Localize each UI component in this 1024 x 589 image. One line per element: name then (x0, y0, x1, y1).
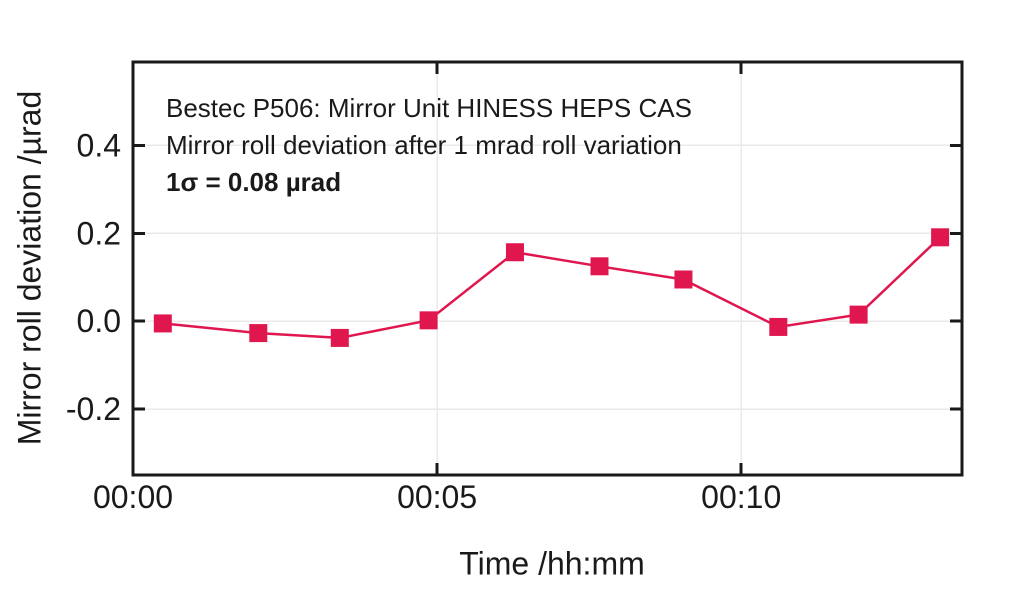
data-point-marker (769, 317, 788, 336)
x-tick-label: 00:05 (397, 479, 477, 515)
data-point-marker (849, 305, 868, 324)
data-point-marker (419, 311, 438, 330)
annotation-sigma-line: 1σ = 0.08 µrad (166, 167, 342, 197)
data-point-marker (674, 270, 693, 289)
data-point-marker (249, 324, 268, 343)
data-point-marker (505, 243, 524, 262)
y-tick-label: -0.2 (66, 391, 121, 427)
annotation-line-1: Bestec P506: Mirror Unit HINESS HEPS CAS (166, 93, 692, 123)
x-axis-label: Time /hh:mm (459, 545, 645, 582)
x-tick-label: 00:00 (93, 479, 173, 515)
y-axis-label: Mirror roll deviation /µrad (11, 90, 48, 446)
y-tick-label: 0.2 (77, 215, 121, 251)
series-line (162, 236, 941, 340)
y-tick-label: 0.4 (77, 127, 121, 163)
x-tick-label: 00:10 (701, 479, 781, 515)
data-point-marker (590, 257, 609, 276)
data-point-marker (153, 314, 172, 333)
y-tick-label: 0.0 (77, 303, 121, 339)
data-point-marker (330, 328, 349, 347)
plot-frame (131, 60, 964, 477)
data-point-marker (931, 228, 950, 247)
annotation-line-2: Mirror roll deviation after 1 mrad roll … (166, 130, 682, 160)
chart-annotation: Bestec P506: Mirror Unit HINESS HEPS CAS… (166, 90, 692, 201)
